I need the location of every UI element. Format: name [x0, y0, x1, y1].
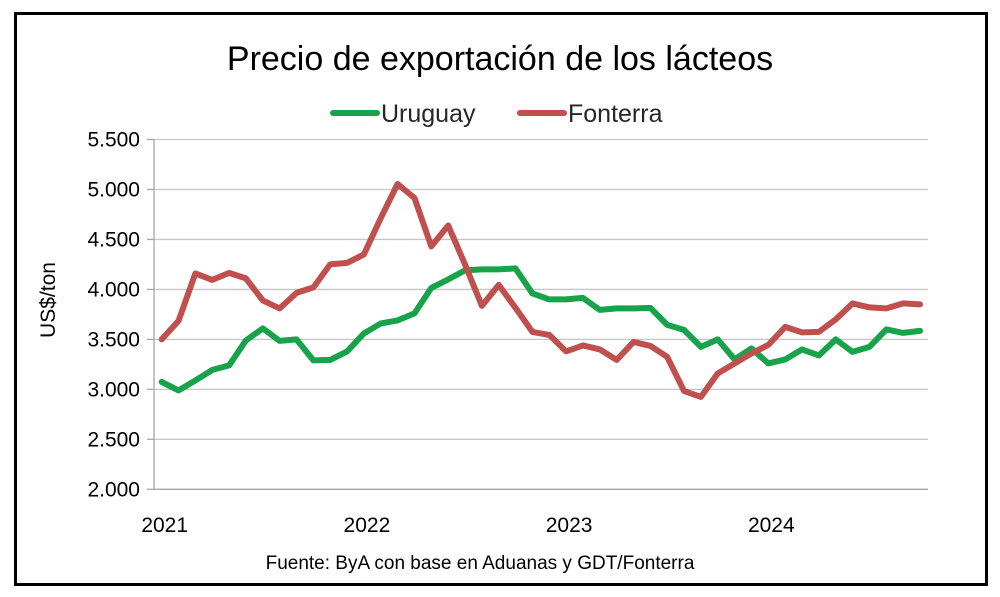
series-line-uruguay [158, 265, 923, 394]
y-tick-label: 4.000 [87, 278, 140, 301]
x-tick-label: 2024 [748, 514, 795, 537]
x-tick-label: 2022 [344, 514, 391, 537]
x-tick-label: 2023 [546, 514, 593, 537]
y-tick-label: 2.000 [87, 478, 140, 501]
y-tick-label: 4.500 [87, 228, 140, 251]
x-tick-label: 2021 [141, 514, 188, 537]
x-axis-ticks: 2021 2022 2023 2024 [141, 514, 795, 537]
y-tick-label: 3.500 [87, 328, 140, 351]
legend-item-fonterra: Fonterra [517, 100, 663, 128]
source-note: Fuente: ByA con base en Aduanas y GDT/Fo… [266, 553, 695, 574]
legend: Uruguay Fonterra [330, 100, 663, 128]
chart-frame [14, 12, 988, 586]
y-tick-label: 5.000 [87, 178, 140, 201]
legend-label: Uruguay [381, 100, 476, 128]
gridlines [147, 138, 928, 490]
y-tick-label: 3.000 [87, 378, 140, 401]
y-tick-label: 5.500 [87, 129, 140, 152]
series-line-fonterra [158, 181, 923, 400]
legend-item-uruguay: Uruguay [330, 100, 476, 128]
y-tick-label: 2.500 [87, 428, 140, 451]
chart-title: Precio de exportación de los lácteos [227, 40, 773, 78]
series-uruguay [158, 265, 923, 394]
y-axis-title: US$/ton [37, 262, 60, 338]
y-axis-ticks: 2.000 2.500 3.000 3.500 4.000 4.500 5.000 5.500 [87, 129, 140, 502]
legend-label: Fonterra [568, 100, 663, 128]
series-fonterra [158, 181, 923, 400]
series-layer [158, 181, 923, 400]
